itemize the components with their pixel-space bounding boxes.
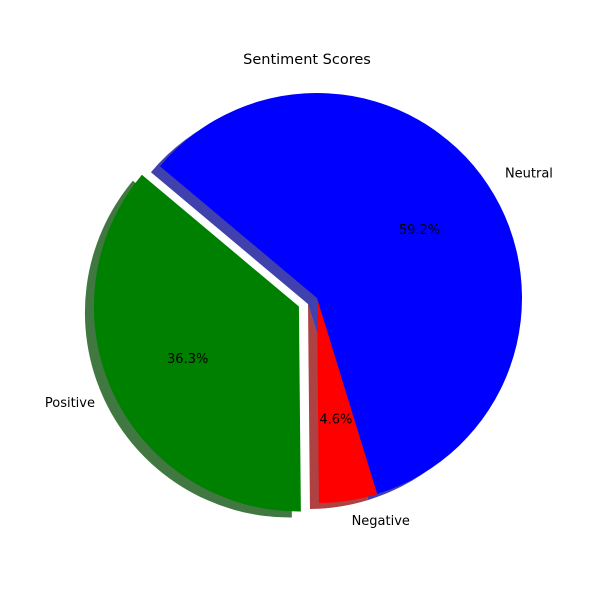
- slice-percent-negative: 4.6%: [319, 413, 352, 428]
- slice-label-neutral: Neutral: [505, 166, 553, 181]
- slice-percent-positive: 36.3%: [167, 352, 208, 367]
- slice-labels: Positive 36.3% Negative 4.6% Neutral 59.2%: [45, 166, 553, 528]
- slice-label-positive: Positive: [45, 396, 95, 411]
- pie-slice-neutral: [159, 92, 523, 494]
- slice-percent-neutral: 59.2%: [399, 223, 440, 238]
- chart-title: Sentiment Scores: [243, 52, 371, 68]
- slices: [93, 92, 523, 512]
- slice-label-negative: Negative: [352, 514, 410, 529]
- pie-slice-positive: [93, 174, 301, 512]
- pie-slice-negative: [317, 298, 378, 503]
